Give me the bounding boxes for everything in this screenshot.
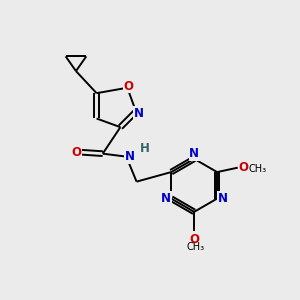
Text: CH₃: CH₃ bbox=[187, 242, 205, 252]
Text: N: N bbox=[134, 106, 144, 119]
Text: N: N bbox=[218, 192, 227, 205]
Text: O: O bbox=[238, 161, 248, 174]
Text: O: O bbox=[189, 233, 199, 246]
Text: N: N bbox=[161, 192, 171, 205]
Text: O: O bbox=[124, 80, 134, 93]
Text: N: N bbox=[125, 150, 135, 163]
Text: N: N bbox=[189, 147, 199, 160]
Text: CH₃: CH₃ bbox=[249, 164, 267, 173]
Text: H: H bbox=[140, 142, 149, 155]
Text: O: O bbox=[71, 146, 81, 159]
